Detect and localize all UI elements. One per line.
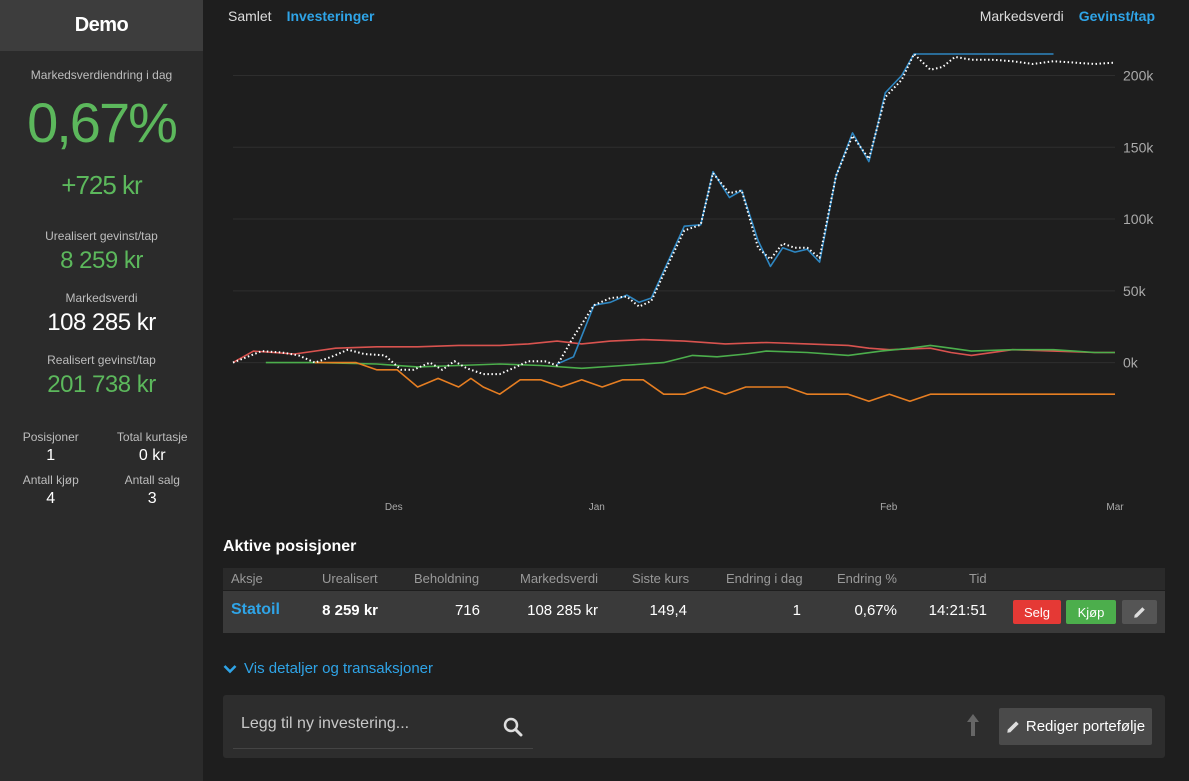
portfolio-title[interactable]: Demo — [74, 14, 129, 36]
stat-brokerage: Total kurtasje 0 kr — [102, 430, 204, 465]
blue-series-line[interactable] — [556, 53, 1054, 365]
last-price-cell: 149,4 — [649, 602, 687, 619]
y-tick-label: 100k — [1123, 211, 1154, 227]
stat-label: Posisjoner — [22, 430, 79, 444]
col-holding[interactable]: Beholdning — [414, 571, 480, 586]
search-icon[interactable] — [503, 717, 523, 737]
positions-table-header: Aksje Urealisert Beholdning Markedsverdi… — [223, 568, 1165, 590]
holding-cell: 716 — [454, 602, 480, 619]
orange-series-line[interactable] — [315, 361, 1115, 403]
x-tick-label: Jan — [589, 502, 605, 513]
col-ticker[interactable]: Aksje — [231, 571, 263, 586]
stat-label: Total kurtasje — [116, 430, 188, 444]
col-change-pct[interactable]: Endring % — [837, 571, 897, 586]
sidebar: Demo Markedsverdiendring i dag 0,67% +72… — [0, 0, 203, 781]
stat-value: 1 — [46, 447, 56, 464]
edit-position-button[interactable] — [1122, 600, 1157, 624]
realized-value: 201 738 kr — [47, 371, 156, 398]
unrealized-value: 8 259 kr — [60, 247, 143, 274]
stat-label: Antall kjøp — [22, 473, 79, 487]
y-tick-label: 50k — [1123, 283, 1147, 299]
unrealized-cell: 8 259 kr — [322, 602, 378, 619]
col-time[interactable]: Tid — [969, 571, 987, 586]
x-tick-label: Feb — [880, 502, 898, 513]
realized-label: Realisert gevinst/tap — [47, 353, 156, 367]
sell-button[interactable]: Selg — [1013, 600, 1061, 624]
y-tick-label: 0k — [1123, 355, 1139, 371]
metric-market-tab[interactable]: Markedsverdi — [979, 8, 1064, 24]
pencil-icon — [1134, 606, 1145, 618]
arrow-up-icon[interactable] — [965, 712, 981, 738]
view-investments-tab[interactable]: Investeringer — [286, 8, 375, 24]
white-series-line[interactable] — [232, 53, 1116, 376]
view-all-tab[interactable]: Samlet — [228, 8, 272, 24]
green-series-line[interactable] — [265, 344, 1115, 370]
ticker-link[interactable]: Statoil — [231, 601, 280, 618]
view-toggle: Samlet Investeringer — [228, 8, 375, 24]
stat-positions: Posisjoner 1 — [0, 430, 102, 465]
stat-sells: Antall salg 3 — [102, 473, 204, 508]
x-tick-label: Mar — [1106, 502, 1124, 513]
sidebar-header: Demo — [0, 0, 203, 51]
details-link[interactable]: Vis detaljer og transaksjoner — [223, 660, 433, 677]
change-label: Markedsverdiendring i dag — [30, 68, 173, 82]
edit-portfolio-button[interactable]: Rediger portefølje — [999, 708, 1152, 745]
unrealized-label: Urealisert gevinst/tap — [45, 229, 158, 243]
buy-button[interactable]: Kjøp — [1066, 600, 1116, 624]
red-series-line[interactable] — [232, 338, 1115, 364]
change-amount: +725 kr — [61, 170, 142, 200]
change-percent: 0,67% — [27, 91, 178, 154]
search-box — [233, 705, 533, 749]
col-last[interactable]: Siste kurs — [632, 571, 690, 586]
stat-buys: Antall kjøp 4 — [0, 473, 102, 508]
market-cell: 108 285 kr — [527, 602, 598, 619]
table-row: Statoil 8 259 kr 716 108 285 kr 149,4 1 … — [223, 591, 1165, 633]
chevron-down-icon — [223, 664, 237, 673]
positions-title: Aktive posisjoner — [223, 538, 357, 555]
search-input[interactable] — [241, 715, 491, 733]
y-tick-label: 200k — [1123, 68, 1154, 84]
edit-portfolio-label: Rediger portefølje — [1025, 718, 1146, 735]
change-pct-cell: 0,67% — [854, 602, 897, 619]
x-tick-label: Des — [385, 502, 403, 513]
col-market[interactable]: Markedsverdi — [520, 571, 599, 586]
stats-grid: Posisjoner 1 Total kurtasje 0 kr Antall … — [0, 430, 203, 508]
y-tick-label: 150k — [1123, 139, 1154, 155]
stat-value: 4 — [46, 490, 56, 507]
col-change-day[interactable]: Endring i dag — [726, 571, 803, 586]
metric-gain-tab[interactable]: Gevinst/tap — [1078, 8, 1155, 24]
stat-value: 3 — [147, 490, 157, 507]
pencil-icon — [1007, 720, 1019, 733]
col-unrealized[interactable]: Urealisert — [322, 571, 378, 586]
details-link-label: Vis detaljer og transaksjoner — [244, 660, 433, 677]
time-cell: 14:21:51 — [928, 602, 987, 619]
add-investment-panel: Rediger portefølje — [223, 695, 1165, 758]
metric-toggle: Markedsverdi Gevinst/tap — [980, 8, 1155, 24]
market-value: 108 285 kr — [47, 309, 156, 336]
stat-value: 0 kr — [138, 447, 166, 464]
market-value-label: Markedsverdi — [65, 291, 138, 305]
change-day-cell: 1 — [792, 602, 801, 619]
portfolio-chart[interactable]: 200k 150k 100k 50k 0k Des Jan Feb Mar — [203, 30, 1173, 520]
stat-label: Antall salg — [124, 473, 180, 487]
